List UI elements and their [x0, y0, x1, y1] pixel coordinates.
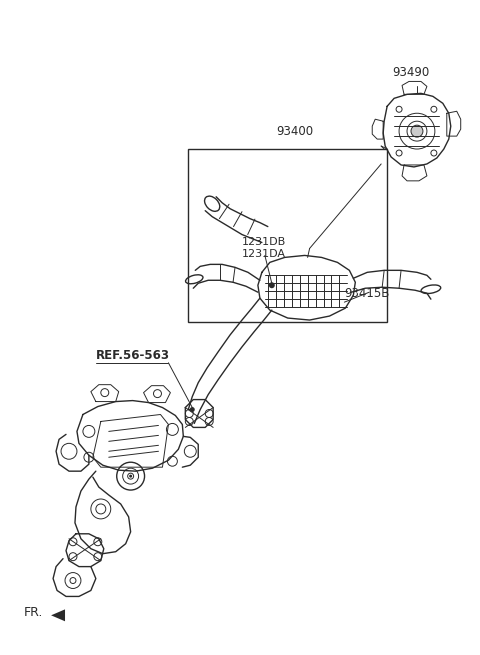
- Polygon shape: [51, 609, 65, 622]
- Text: 93400: 93400: [276, 125, 313, 138]
- Text: REF.56-563: REF.56-563: [96, 349, 170, 362]
- Circle shape: [411, 125, 423, 137]
- Text: 93490: 93490: [392, 66, 430, 79]
- Text: 1231DA: 1231DA: [242, 250, 286, 259]
- Bar: [188, 149, 387, 322]
- Text: FR.: FR.: [23, 606, 43, 619]
- Circle shape: [129, 475, 132, 477]
- Text: 1231DB: 1231DB: [242, 238, 286, 248]
- Circle shape: [190, 407, 195, 412]
- Text: 93415B: 93415B: [344, 287, 390, 300]
- Circle shape: [269, 282, 275, 288]
